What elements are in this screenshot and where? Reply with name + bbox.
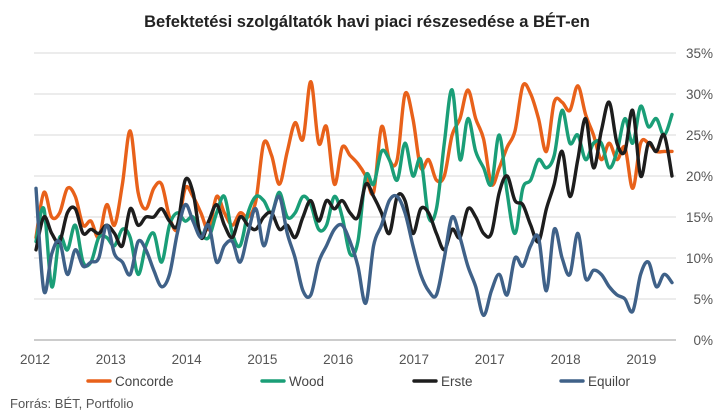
x-tick-label: 2017: [399, 352, 429, 367]
legend-label: Wood: [289, 374, 324, 389]
legend-label: Erste: [441, 374, 473, 389]
series-line-concorde: [34, 79, 674, 240]
x-tick-label: 2012: [20, 352, 50, 367]
source-note: Forrás: BÉT, Portfolio: [10, 396, 134, 411]
y-tick-label: 20%: [686, 169, 713, 184]
x-tick-label: 2016: [323, 352, 353, 367]
x-axis-ticks: 2012 2013 2014 2015 2016 2017 2017 2018 2019: [20, 352, 656, 367]
x-tick-label: 2013: [96, 352, 126, 367]
x-tick-label: 2017: [475, 352, 505, 367]
series-line-erste: [34, 100, 674, 252]
chart-title: Befektetési szolgáltatók havi piaci rész…: [144, 12, 590, 31]
x-tick-label: 2015: [247, 352, 277, 367]
y-tick-label: 10%: [686, 251, 713, 266]
x-tick-label: 2014: [172, 352, 203, 367]
y-axis-ticks: 0% 5% 10% 15% 20% 25% 30% 35%: [686, 46, 713, 348]
series-lines: [34, 79, 674, 318]
y-tick-label: 0%: [693, 333, 713, 348]
y-tick-label: 30%: [686, 87, 713, 102]
y-tick-label: 15%: [686, 210, 713, 225]
legend-label: Equilor: [588, 374, 631, 389]
x-tick-label: 2018: [551, 352, 581, 367]
y-tick-label: 5%: [693, 292, 713, 307]
legend-label: Concorde: [115, 374, 174, 389]
legend: Concorde Wood Erste Equilor: [86, 374, 631, 389]
x-tick-label: 2019: [626, 352, 656, 367]
series-line-equilor: [34, 186, 674, 318]
y-tick-label: 25%: [686, 128, 713, 143]
y-tick-label: 35%: [686, 46, 713, 61]
